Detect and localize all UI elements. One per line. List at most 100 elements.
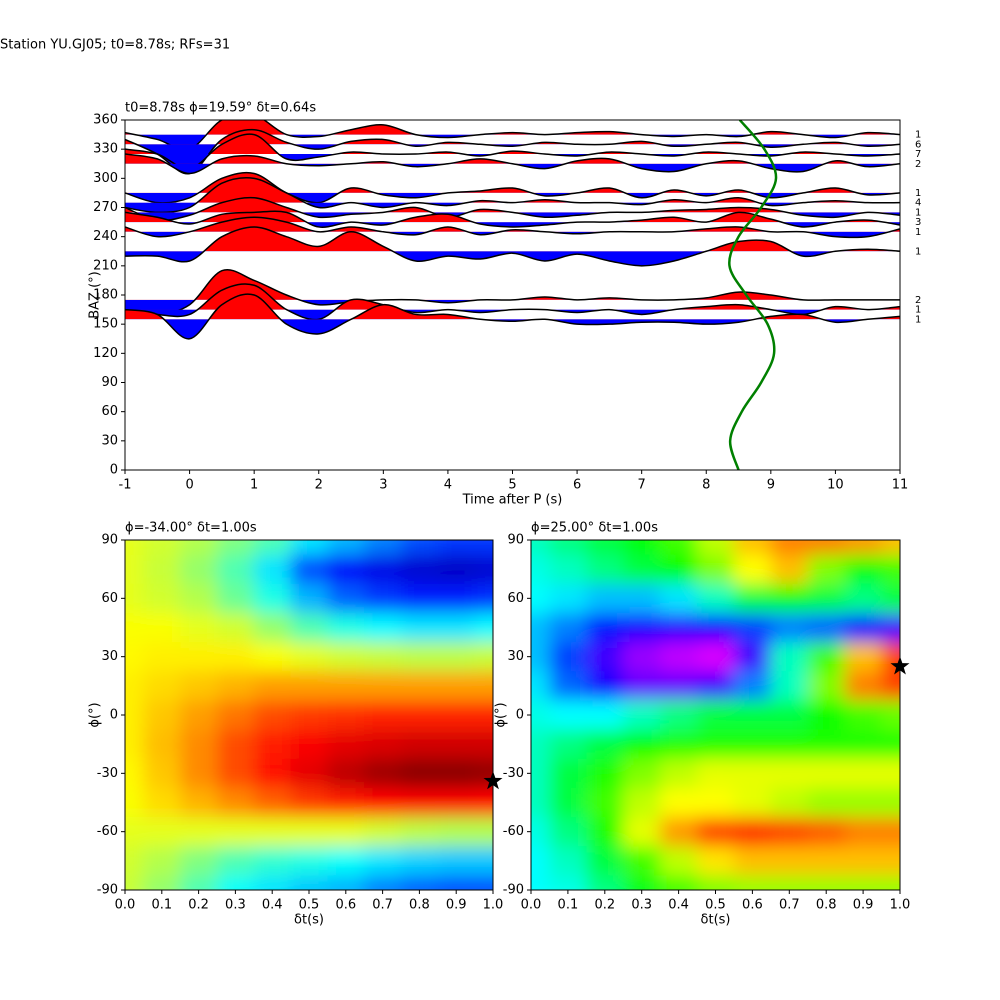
heatmap-cell bbox=[290, 583, 328, 614]
y-tick-label: 30 bbox=[101, 649, 118, 664]
heatmap-cell bbox=[143, 612, 181, 643]
heatmap-cell bbox=[733, 700, 772, 731]
x-tick-label: 0.0 bbox=[521, 898, 542, 913]
positive-fill bbox=[125, 226, 900, 252]
trace-count: 1 bbox=[915, 227, 921, 238]
heatmap-cell bbox=[697, 642, 735, 672]
x-axis-label: Time after P (s) bbox=[462, 493, 563, 508]
heatmap bbox=[125, 540, 493, 890]
heatmap-cell bbox=[807, 540, 846, 556]
heatmap-cell bbox=[180, 729, 218, 760]
x-tick-label: 0.5 bbox=[705, 898, 726, 913]
heatmap-cell bbox=[437, 554, 476, 585]
trace-count: 1 bbox=[915, 188, 921, 199]
trace bbox=[125, 196, 900, 222]
heatmap-cell bbox=[143, 700, 181, 731]
heatmap-cell bbox=[549, 729, 587, 760]
heatmap-cell bbox=[290, 846, 328, 876]
heatmap-cell bbox=[531, 642, 550, 672]
heatmap-cell bbox=[290, 554, 328, 585]
negative-fill bbox=[125, 319, 900, 339]
heatmap-cell bbox=[401, 846, 439, 876]
heatmap-cell bbox=[770, 846, 809, 876]
y-tick-label: 0 bbox=[110, 708, 118, 723]
heatmap-cell bbox=[143, 554, 181, 585]
heatmap-cell bbox=[770, 729, 809, 760]
axes-title: ϕ=25.00° δt=1.00s bbox=[531, 521, 658, 536]
x-tick-label: 0.3 bbox=[225, 898, 246, 913]
x-tick-label: 6 bbox=[573, 478, 581, 493]
heatmap-cell bbox=[623, 846, 661, 876]
heatmap-cell bbox=[881, 787, 900, 818]
positive-fill bbox=[125, 129, 852, 145]
trace-count: 1 bbox=[915, 305, 921, 316]
heatmap-cell bbox=[807, 787, 846, 818]
x-tick-label: 0.2 bbox=[188, 898, 209, 913]
heatmap-cell bbox=[253, 875, 292, 890]
y-tick-label: 0 bbox=[516, 708, 524, 723]
heatmap-cell bbox=[217, 642, 255, 672]
y-tick-label: -90 bbox=[97, 883, 118, 898]
x-tick-label: 0.8 bbox=[816, 898, 837, 913]
heatmap-cell bbox=[143, 846, 181, 876]
trace-count: 3 bbox=[915, 217, 921, 228]
trace-count: 2 bbox=[915, 295, 921, 306]
heatmap-cell bbox=[290, 700, 328, 731]
heatmap-cell bbox=[401, 700, 439, 731]
heatmap-cell bbox=[327, 846, 365, 876]
heatmap-cell bbox=[770, 612, 809, 643]
heatmap-cell bbox=[807, 554, 846, 585]
heatmap-cell bbox=[549, 846, 587, 876]
heatmap-cell bbox=[474, 846, 493, 876]
x-axis-label: δt(s) bbox=[294, 913, 324, 928]
heatmap-cell bbox=[437, 612, 476, 643]
heatmap-cell bbox=[549, 758, 587, 789]
trace-count: 7 bbox=[915, 149, 921, 160]
heatmap-cell bbox=[881, 554, 900, 585]
y-tick-label: 210 bbox=[93, 258, 118, 273]
heatmap-cell bbox=[660, 642, 698, 672]
heatmap-cell bbox=[401, 540, 439, 556]
heatmap-cell bbox=[143, 875, 181, 890]
heatmap-cell bbox=[697, 758, 735, 789]
heatmap-cell bbox=[401, 787, 439, 818]
y-axis-label: ϕ(°) bbox=[494, 702, 509, 727]
heatmap-cell bbox=[844, 787, 883, 818]
heatmap-cell bbox=[217, 758, 255, 789]
heatmap-cell bbox=[125, 846, 144, 876]
heatmap-cell bbox=[437, 729, 476, 760]
heatmap-cell bbox=[253, 554, 292, 585]
heatmap-cell bbox=[180, 817, 218, 847]
heatmap-cell bbox=[623, 729, 661, 760]
heatmap-cell bbox=[290, 758, 328, 789]
heatmap-cell bbox=[474, 700, 493, 731]
heatmap-cell bbox=[660, 700, 698, 731]
y-tick-label: -30 bbox=[503, 766, 524, 781]
heatmap-cell bbox=[125, 540, 144, 556]
heatmap-cell bbox=[217, 729, 255, 760]
heatmap-cell bbox=[217, 700, 255, 731]
heatmap-cell bbox=[697, 554, 735, 585]
y-tick-label: 60 bbox=[101, 591, 118, 606]
heatmap-cell bbox=[364, 540, 402, 556]
heatmap-cell bbox=[253, 729, 292, 760]
heatmap-cell bbox=[217, 846, 255, 876]
heatmap-cell bbox=[290, 817, 328, 847]
heatmap-cell bbox=[143, 671, 181, 701]
heatmap-cell bbox=[143, 642, 181, 672]
heatmap-cell bbox=[623, 817, 661, 847]
plot-area bbox=[531, 540, 900, 890]
heatmap-cell bbox=[660, 540, 698, 556]
heatmap-cell bbox=[807, 700, 846, 731]
negative-fill bbox=[125, 251, 900, 266]
heatmap-cell bbox=[217, 554, 255, 585]
heatmap-cell bbox=[586, 612, 624, 643]
heatmap-cell bbox=[770, 671, 809, 701]
heatmap-cell bbox=[180, 700, 218, 731]
heatmap-cell bbox=[623, 642, 661, 672]
heatmap-cell bbox=[881, 700, 900, 731]
heatmap-cell bbox=[401, 612, 439, 643]
best-fit-star bbox=[483, 771, 503, 790]
heatmap-cell bbox=[549, 583, 587, 614]
heatmap-cell bbox=[125, 583, 144, 614]
